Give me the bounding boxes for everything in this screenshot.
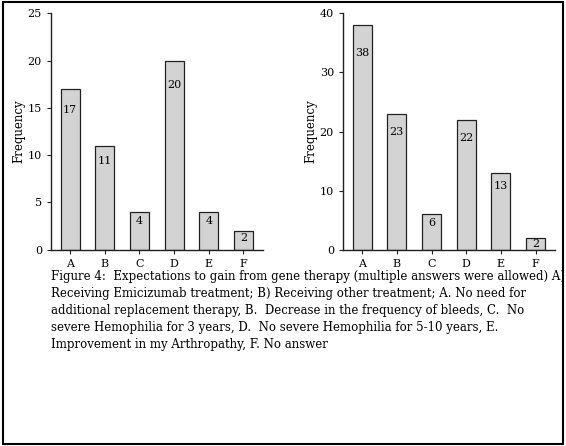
Text: 17: 17 xyxy=(63,105,77,115)
Text: 4: 4 xyxy=(136,216,143,226)
Bar xyxy=(422,214,441,250)
Bar xyxy=(199,212,218,250)
Bar xyxy=(61,89,80,250)
Bar xyxy=(353,25,372,250)
Bar xyxy=(130,212,149,250)
Bar xyxy=(95,146,114,250)
Bar xyxy=(491,173,511,250)
Text: 11: 11 xyxy=(98,156,112,166)
Text: 38: 38 xyxy=(355,48,369,58)
Text: 6: 6 xyxy=(428,218,435,228)
Text: Figure 4:  Expectations to gain from gene therapy (multiple answers were allowed: Figure 4: Expectations to gain from gene… xyxy=(51,270,565,351)
Bar xyxy=(526,238,545,250)
Text: 20: 20 xyxy=(167,79,181,90)
Text: 22: 22 xyxy=(459,133,473,143)
Text: 2: 2 xyxy=(532,239,539,249)
Bar xyxy=(387,114,406,250)
Text: 13: 13 xyxy=(494,181,508,190)
Bar xyxy=(234,231,253,250)
Text: 4: 4 xyxy=(205,216,212,226)
Y-axis label: Frequency: Frequency xyxy=(304,100,317,163)
Y-axis label: Frequency: Frequency xyxy=(12,100,25,163)
Bar xyxy=(457,120,475,250)
Text: 23: 23 xyxy=(390,128,404,137)
Bar xyxy=(165,61,183,250)
Text: 2: 2 xyxy=(240,233,247,243)
